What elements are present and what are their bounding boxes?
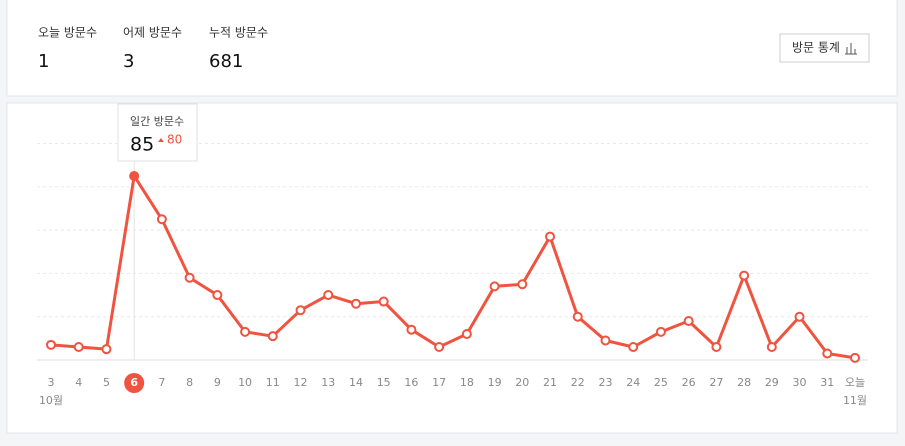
x-tick-label: 23: [598, 376, 612, 389]
stats-button[interactable]: 방문 통계: [779, 33, 870, 63]
x-tick-label: 22: [571, 376, 585, 389]
x-tick-label: 10: [238, 376, 252, 389]
x-tick-label: 14: [349, 376, 363, 389]
x-tick-label: 12: [294, 376, 308, 389]
x-tick-label: 17: [432, 376, 446, 389]
stats-card: [6, 0, 898, 97]
x-tick-label: 26: [682, 376, 696, 389]
x-tick-label: 8: [186, 376, 193, 389]
stat-value: 1: [38, 51, 49, 72]
x-tick-label: 29: [765, 376, 779, 389]
month-label: 10월: [39, 394, 63, 407]
point: [572, 311, 583, 322]
point: [655, 326, 666, 337]
button-label[interactable]: 방문 통계: [792, 41, 840, 55]
point: [295, 305, 306, 316]
stat-label: 누적 방문수: [209, 26, 268, 40]
point: [711, 342, 722, 353]
button-box[interactable]: [779, 33, 870, 63]
x-tick-label: 30: [793, 376, 807, 389]
active-day: [124, 373, 145, 393]
x-tick-label: 11: [266, 376, 280, 389]
point: [350, 298, 361, 309]
point: [461, 329, 472, 340]
point: [406, 324, 417, 335]
stat-value: 681: [209, 51, 243, 72]
point: [156, 214, 167, 225]
x-tick-label: 21: [543, 376, 557, 389]
x-tick-label: 16: [404, 376, 418, 389]
x-tick-label: 7: [158, 376, 165, 389]
point: [378, 296, 389, 307]
point: [101, 344, 112, 355]
point: [739, 270, 750, 281]
tooltip-change: 80: [167, 133, 182, 147]
point: [240, 326, 251, 337]
point: [212, 290, 223, 301]
series-line: [50, 174, 856, 360]
tooltip-box: [117, 103, 198, 162]
tooltip-value: 85: [130, 134, 154, 156]
stat-value: 3: [123, 51, 134, 72]
point: [822, 348, 833, 359]
point: [184, 272, 195, 283]
x-tick-label: 15: [377, 376, 391, 389]
x-tick-label: 4: [75, 376, 82, 389]
stat-label: 오늘 방문수: [38, 26, 97, 40]
point: [267, 331, 278, 342]
point: [73, 342, 84, 353]
x-tick-label: 25: [654, 376, 668, 389]
point: [46, 339, 56, 350]
x-tick-label: 5: [103, 376, 110, 389]
x-tick-label: 13: [321, 376, 335, 389]
point: [600, 335, 611, 346]
point: [683, 316, 694, 327]
point: [489, 281, 500, 292]
x-tick-label: 19: [488, 376, 502, 389]
point: [628, 342, 639, 353]
x-tick-label: 오늘: [845, 376, 865, 389]
x-tick-label: 9: [214, 376, 221, 389]
x-tick-label: 28: [737, 376, 751, 389]
point: [129, 170, 140, 181]
x-tick-label: 31: [820, 376, 834, 389]
stat-label: 어제 방문수: [123, 26, 182, 40]
tooltip-title: 일간 방문수: [130, 114, 184, 128]
month-label: 11월: [843, 394, 867, 407]
x-tick-label: 18: [460, 376, 474, 389]
point: [434, 342, 445, 353]
point: [766, 342, 777, 353]
up-arrow: [158, 138, 164, 142]
x-tick-label: 6: [130, 376, 138, 389]
point: [794, 311, 805, 322]
point: [323, 290, 334, 301]
x-tick-label: 3: [48, 376, 55, 389]
x-tick-label: 20: [515, 376, 529, 389]
x-tick-label: 27: [709, 376, 723, 389]
chart-icon[interactable]: [845, 43, 857, 55]
point: [850, 352, 860, 363]
x-tick-label: 24: [626, 376, 640, 389]
point: [545, 231, 556, 242]
point: [517, 279, 528, 290]
